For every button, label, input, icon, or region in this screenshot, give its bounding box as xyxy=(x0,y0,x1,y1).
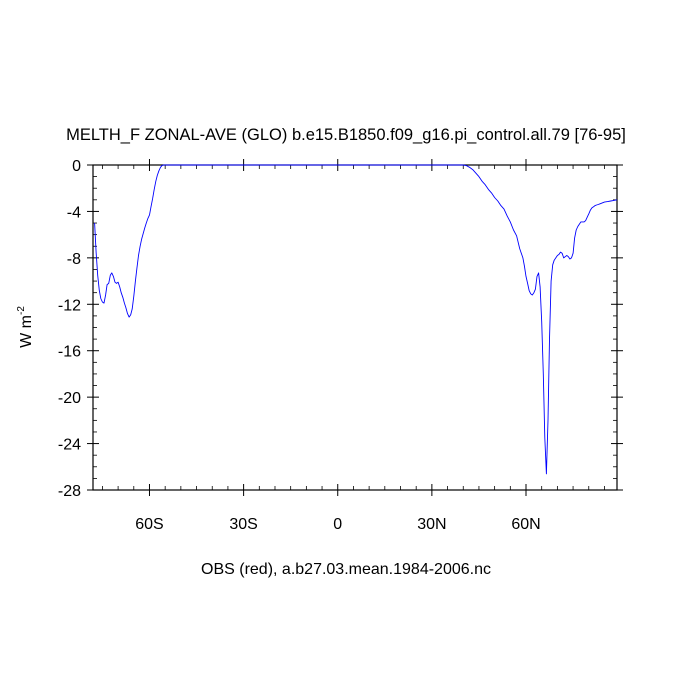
y-axis-label: W m-2 xyxy=(16,306,35,348)
y-tick-label: -24 xyxy=(58,437,81,454)
x-tick-labels: 60S 30S 0 30N 60N xyxy=(135,516,540,533)
y-axis-label-unit: W m xyxy=(18,315,35,348)
x-tick-label: 60N xyxy=(511,516,540,533)
axis-ticks xyxy=(87,159,623,496)
x-tick-label: 30S xyxy=(229,516,257,533)
y-tick-label: -16 xyxy=(58,344,81,361)
y-axis-label-exponent: -2 xyxy=(16,306,27,315)
chart-title: MELTH_F ZONAL-AVE (GLO) b.e15.B1850.f09_… xyxy=(66,126,626,144)
y-tick-label: -20 xyxy=(58,390,81,407)
y-tick-labels: 0 -4 -8 -12 -16 -20 -24 -28 xyxy=(58,158,81,500)
y-tick-label: -4 xyxy=(67,204,81,221)
x-tick-label: 60S xyxy=(135,516,163,533)
y-tick-label: 0 xyxy=(72,158,81,175)
x-tick-label: 30N xyxy=(417,516,446,533)
x-axis-caption: OBS (red), a.b27.03.mean.1984-2006.nc xyxy=(201,561,491,578)
plot-frame xyxy=(92,164,618,491)
series-line xyxy=(94,164,618,475)
y-tick-label: -12 xyxy=(58,297,81,314)
y-tick-label: -8 xyxy=(67,251,81,268)
y-tick-label: -28 xyxy=(58,483,81,500)
x-tick-label: 0 xyxy=(333,516,342,533)
